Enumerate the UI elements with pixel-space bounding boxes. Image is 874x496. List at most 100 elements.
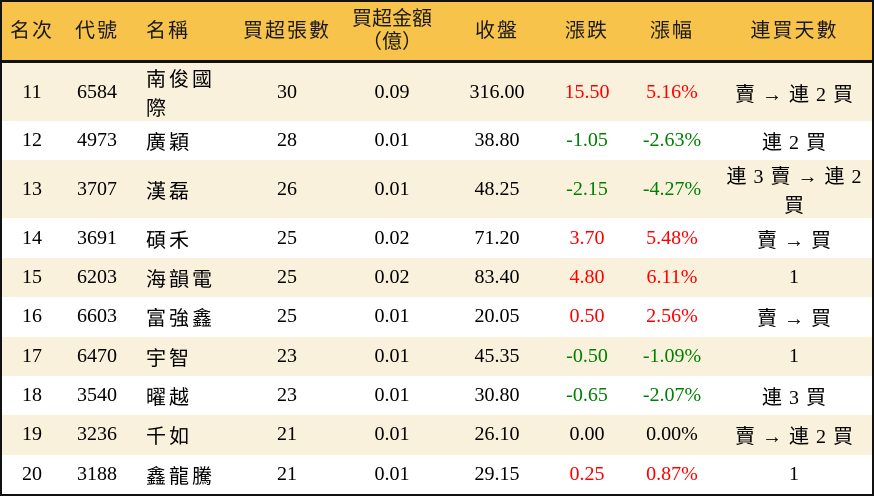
cell-change: 15.50 bbox=[564, 80, 610, 103]
cell-change: -2.15 bbox=[566, 177, 608, 200]
cell-code: 3707 bbox=[77, 177, 117, 200]
table-row: 16 6603 富強鑫 25 0.01 20.05 0.50 2.56% 賣 →… bbox=[2, 297, 872, 336]
cell-rank: 17 bbox=[22, 344, 42, 367]
header-name: 名稱 bbox=[146, 19, 190, 42]
cell-rank: 18 bbox=[22, 384, 42, 407]
cell-change-pct: -2.07% bbox=[642, 384, 702, 407]
cell-rank: 12 bbox=[22, 129, 42, 152]
header-amount: 買超金額 （億） bbox=[337, 8, 447, 54]
cell-name: 漢磊 bbox=[146, 180, 192, 203]
table-row: 18 3540 曜越 23 0.01 30.80 -0.65 -2.07% 連 … bbox=[2, 376, 872, 415]
cell-amount: 0.01 bbox=[374, 305, 410, 328]
cell-streak: 1 bbox=[789, 462, 800, 485]
cell-rank: 19 bbox=[22, 423, 42, 446]
cell-change: -1.05 bbox=[566, 129, 608, 152]
cell-rank: 14 bbox=[22, 226, 42, 249]
cell-volume: 28 bbox=[277, 129, 297, 152]
cell-name: 廣穎 bbox=[146, 132, 192, 155]
cell-change: 0.00 bbox=[569, 423, 605, 446]
cell-streak: 賣 → 連 2 買 bbox=[735, 83, 854, 106]
cell-close: 20.05 bbox=[474, 305, 520, 328]
header-code: 代號 bbox=[75, 19, 119, 42]
table-body: 11 6584 南俊國際 30 0.09 316.00 15.50 5.16% … bbox=[2, 63, 872, 494]
cell-volume: 21 bbox=[277, 423, 297, 446]
cell-name: 千如 bbox=[146, 426, 192, 449]
cell-rank: 13 bbox=[22, 177, 42, 200]
cell-name: 富強鑫 bbox=[146, 308, 215, 331]
cell-amount: 0.02 bbox=[374, 265, 410, 288]
table-row: 13 3707 漢磊 26 0.01 48.25 -2.15 -4.27% 連 … bbox=[2, 160, 872, 219]
cell-code: 6584 bbox=[77, 80, 117, 103]
cell-change: 3.70 bbox=[569, 226, 605, 249]
cell-change: 0.25 bbox=[569, 462, 605, 485]
header-amount-line2: （億） bbox=[362, 31, 422, 53]
cell-name: 南俊國際 bbox=[146, 69, 215, 120]
cell-change-pct: 0.87% bbox=[646, 462, 698, 485]
cell-code: 6470 bbox=[77, 344, 117, 367]
cell-amount: 0.01 bbox=[374, 177, 410, 200]
cell-name: 碩禾 bbox=[146, 229, 192, 252]
header-change-pct: 漲幅 bbox=[650, 19, 694, 42]
cell-code: 3540 bbox=[77, 384, 117, 407]
cell-code: 3188 bbox=[77, 462, 117, 485]
cell-amount: 0.09 bbox=[374, 80, 410, 103]
table-row: 15 6203 海韻電 25 0.02 83.40 4.80 6.11% 1 bbox=[2, 257, 872, 298]
cell-name: 宇智 bbox=[146, 347, 192, 370]
table-row: 17 6470 宇智 23 0.01 45.35 -0.50 -1.09% 1 bbox=[2, 336, 872, 376]
cell-change: -0.65 bbox=[566, 384, 608, 407]
header-streak: 連買天數 bbox=[750, 19, 839, 42]
cell-amount: 0.01 bbox=[374, 423, 410, 446]
cell-volume: 23 bbox=[277, 344, 297, 367]
cell-change-pct: 5.48% bbox=[646, 226, 698, 249]
cell-close: 45.35 bbox=[474, 344, 520, 367]
cell-amount: 0.01 bbox=[374, 384, 410, 407]
cell-name: 海韻電 bbox=[146, 268, 215, 291]
header-change: 漲跌 bbox=[565, 19, 609, 42]
table-header: 名次 代號 名稱 買超張數 買超金額 （億） 收盤 漲跌 漲幅 連買天數 bbox=[2, 2, 872, 63]
table-row: 11 6584 南俊國際 30 0.09 316.00 15.50 5.16% … bbox=[2, 63, 872, 121]
cell-close: 30.80 bbox=[474, 384, 520, 407]
cell-change: 0.50 bbox=[569, 305, 605, 328]
cell-amount: 0.02 bbox=[374, 226, 410, 249]
cell-name: 曜越 bbox=[146, 387, 192, 410]
cell-rank: 20 bbox=[22, 462, 42, 485]
cell-rank: 16 bbox=[22, 305, 42, 328]
cell-change-pct: 0.00% bbox=[646, 423, 698, 446]
header-volume: 買超張數 bbox=[243, 19, 331, 42]
cell-change-pct: 2.56% bbox=[646, 305, 698, 328]
cell-close: 83.40 bbox=[474, 265, 520, 288]
cell-streak: 賣 → 買 bbox=[757, 308, 832, 331]
cell-change-pct: 5.16% bbox=[646, 80, 698, 103]
cell-volume: 25 bbox=[277, 226, 297, 249]
cell-code: 6203 bbox=[77, 265, 117, 288]
cell-change-pct: 6.11% bbox=[646, 265, 698, 288]
cell-amount: 0.01 bbox=[374, 344, 410, 367]
cell-streak: 1 bbox=[789, 344, 800, 367]
cell-volume: 25 bbox=[277, 265, 297, 288]
cell-code: 6603 bbox=[77, 305, 117, 328]
header-rank: 名次 bbox=[10, 19, 54, 42]
cell-close: 71.20 bbox=[474, 226, 520, 249]
table-row: 14 3691 碩禾 25 0.02 71.20 3.70 5.48% 賣 → … bbox=[2, 218, 872, 257]
cell-rank: 15 bbox=[22, 265, 42, 288]
header-close: 收盤 bbox=[475, 19, 519, 42]
cell-amount: 0.01 bbox=[374, 129, 410, 152]
cell-code: 3691 bbox=[77, 226, 117, 249]
cell-close: 29.15 bbox=[474, 462, 520, 485]
cell-volume: 26 bbox=[277, 177, 297, 200]
cell-close: 316.00 bbox=[469, 80, 525, 103]
cell-close: 26.10 bbox=[474, 423, 520, 446]
cell-close: 48.25 bbox=[474, 177, 520, 200]
table-row: 20 3188 鑫龍騰 21 0.01 29.15 0.25 0.87% 1 bbox=[2, 455, 872, 494]
cell-code: 3236 bbox=[77, 423, 117, 446]
cell-streak: 連 3 買 bbox=[762, 387, 827, 410]
cell-change-pct: -1.09% bbox=[642, 344, 702, 367]
cell-volume: 25 bbox=[277, 305, 297, 328]
cell-amount: 0.01 bbox=[374, 462, 410, 485]
cell-rank: 11 bbox=[22, 80, 42, 103]
header-amount-line1: 買超金額 bbox=[352, 8, 432, 30]
cell-volume: 30 bbox=[277, 80, 297, 103]
table-row: 19 3236 千如 21 0.01 26.10 0.00 0.00% 賣 → … bbox=[2, 415, 872, 455]
cell-change-pct: -2.63% bbox=[642, 129, 702, 152]
